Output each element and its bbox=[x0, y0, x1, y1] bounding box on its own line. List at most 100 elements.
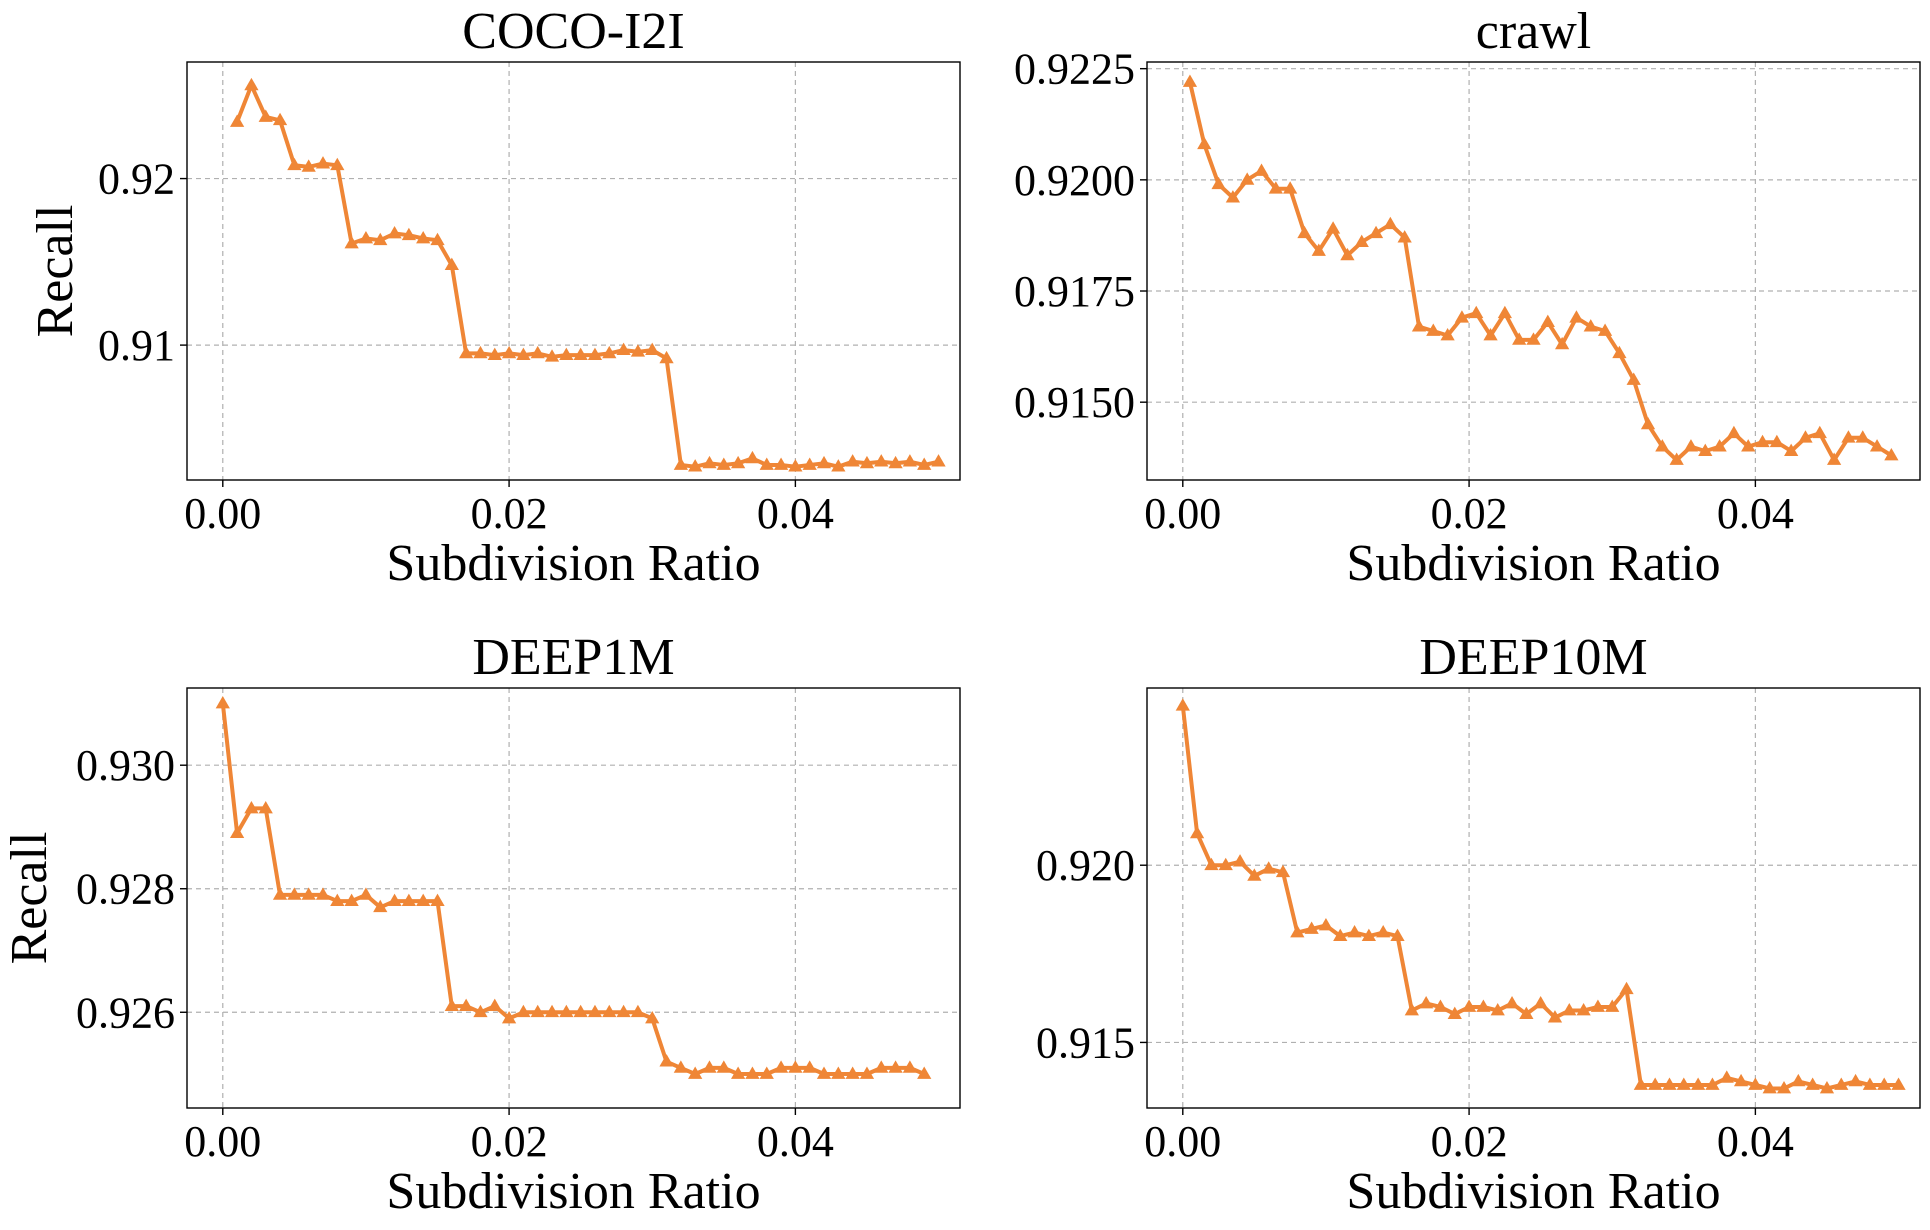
x-tick-label: 0.04 bbox=[757, 1117, 834, 1166]
data-point-marker bbox=[816, 455, 832, 469]
y-tick-label: 0.930 bbox=[76, 741, 175, 790]
y-tick-label: 0.9150 bbox=[1014, 378, 1135, 427]
data-point-marker bbox=[1304, 921, 1319, 934]
data-point-marker bbox=[516, 1004, 531, 1018]
data-point-marker bbox=[1318, 917, 1334, 931]
data-point-marker bbox=[258, 800, 273, 814]
x-tick-label: 0.02 bbox=[471, 1117, 548, 1166]
data-point-marker bbox=[1648, 1077, 1663, 1090]
data-point-marker bbox=[487, 347, 502, 360]
data-point-marker bbox=[1719, 1070, 1734, 1083]
data-point-marker bbox=[1669, 452, 1684, 465]
data-point-marker bbox=[1526, 332, 1541, 345]
data-point-marker bbox=[773, 1060, 789, 1073]
data-point-marker bbox=[1576, 1003, 1591, 1016]
data-point-marker bbox=[1490, 1003, 1505, 1016]
data-point-marker bbox=[917, 457, 932, 470]
data-point-marker bbox=[1383, 216, 1398, 230]
data-point-marker bbox=[1841, 430, 1856, 443]
data-point-marker bbox=[430, 893, 445, 906]
data-point-marker bbox=[1769, 434, 1784, 448]
data-point-marker bbox=[272, 887, 288, 900]
data-point-marker bbox=[330, 893, 345, 906]
data-point-marker bbox=[459, 998, 474, 1011]
y-tick-label: 0.9225 bbox=[1014, 45, 1135, 94]
data-point-marker bbox=[1776, 1081, 1792, 1094]
y-tick-label: 0.915 bbox=[1036, 1018, 1135, 1067]
data-point-marker bbox=[1211, 176, 1226, 190]
data-point-marker bbox=[788, 1060, 803, 1073]
data-point-marker bbox=[544, 349, 560, 362]
data-point-marker bbox=[816, 1066, 832, 1079]
data-point-marker bbox=[1454, 310, 1470, 323]
data-point-marker bbox=[1311, 243, 1326, 256]
y-tick-label: 0.9200 bbox=[1014, 156, 1135, 205]
data-point-marker bbox=[1869, 439, 1885, 452]
data-point-marker bbox=[501, 1010, 517, 1024]
subplot-title: COCO-I2I bbox=[462, 3, 684, 60]
data-point-marker bbox=[1354, 234, 1369, 247]
axes-frame bbox=[1146, 61, 1921, 481]
data-point-marker bbox=[788, 459, 803, 472]
data-point-marker bbox=[444, 998, 459, 1011]
data-point-marker bbox=[1762, 1081, 1777, 1094]
data-point-marker bbox=[1440, 327, 1455, 341]
data-point-marker bbox=[530, 345, 545, 359]
x-tick-label: 0.02 bbox=[1431, 489, 1508, 538]
data-point-marker bbox=[516, 347, 531, 360]
data-point-marker bbox=[1261, 861, 1276, 874]
data-point-marker bbox=[1197, 136, 1212, 150]
data-point-marker bbox=[387, 893, 402, 906]
data-point-marker bbox=[931, 454, 946, 467]
data-point-marker bbox=[287, 157, 302, 171]
data-point-marker bbox=[1519, 1006, 1534, 1019]
data-point-marker bbox=[759, 1066, 774, 1079]
data-point-marker bbox=[315, 156, 331, 169]
x-axis-label: Subdivision Ratio bbox=[386, 1163, 760, 1220]
data-point-marker bbox=[1812, 425, 1827, 439]
x-axis-label: Subdivision Ratio bbox=[386, 535, 760, 592]
data-point-marker bbox=[344, 893, 359, 906]
data-point-marker bbox=[1819, 1081, 1835, 1094]
x-tick-label: 0.00 bbox=[1144, 489, 1221, 538]
x-tick-label: 0.04 bbox=[1717, 1117, 1794, 1166]
data-point-marker bbox=[301, 159, 316, 172]
data-point-marker bbox=[1376, 925, 1391, 938]
data-point-marker bbox=[1204, 857, 1219, 871]
data-point-marker bbox=[1283, 181, 1298, 194]
data-point-marker bbox=[759, 457, 774, 470]
data-point-marker bbox=[473, 1004, 488, 1018]
data-point-marker bbox=[559, 1004, 574, 1018]
data-point-marker bbox=[373, 232, 388, 246]
data-point-marker bbox=[1340, 247, 1355, 261]
data-point-marker bbox=[1755, 434, 1770, 448]
data-point-marker bbox=[1268, 181, 1283, 194]
data-point-marker bbox=[1275, 864, 1291, 878]
data-point-marker bbox=[416, 231, 431, 244]
data-point-marker bbox=[1347, 925, 1362, 938]
data-point-marker bbox=[602, 345, 617, 359]
data-point-marker bbox=[745, 1066, 760, 1079]
data-point-marker bbox=[1891, 1077, 1906, 1090]
data-point-marker bbox=[888, 1060, 903, 1073]
y-axis-label: Recall bbox=[27, 205, 84, 338]
data-point-marker bbox=[1834, 1077, 1849, 1090]
data-point-marker bbox=[888, 455, 903, 469]
data-point-marker bbox=[1497, 305, 1512, 319]
subplot-2: 0.00 0.02 0.04 0.926 0.928 0.930 DEEP1M Subdivi… bbox=[1, 629, 961, 1220]
data-point-marker bbox=[1361, 928, 1377, 941]
x-axis-label: Subdivision Ratio bbox=[1346, 535, 1720, 592]
x-tick-label: 0.04 bbox=[1717, 489, 1794, 538]
data-point-marker bbox=[645, 1010, 660, 1024]
data-point-marker bbox=[1798, 430, 1813, 443]
data-point-marker bbox=[659, 350, 674, 364]
data-point-marker bbox=[1676, 1077, 1691, 1090]
data-point-marker bbox=[1555, 336, 1570, 350]
data-point-marker bbox=[1562, 1003, 1577, 1016]
data-point-marker bbox=[1504, 995, 1520, 1009]
subplot-title: DEEP10M bbox=[1419, 629, 1647, 686]
data-point-marker bbox=[1175, 698, 1190, 711]
data-point-marker bbox=[716, 1060, 731, 1073]
data-point-marker bbox=[1690, 1077, 1706, 1090]
subplot-1: 0.00 0.02 0.04 0.9150 0.9175 0.9200 0.9225 craw… bbox=[1014, 3, 1921, 592]
